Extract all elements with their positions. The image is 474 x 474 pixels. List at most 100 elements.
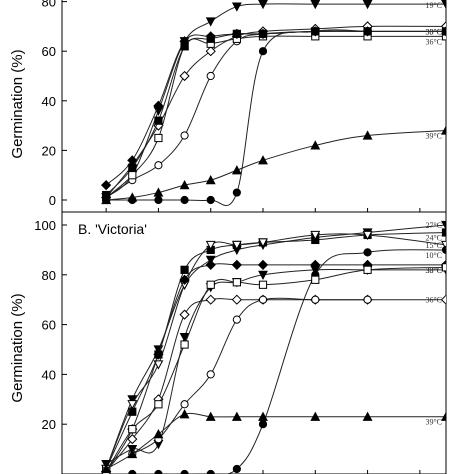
data-point (127, 400, 138, 410)
y-axis-label: Germination (%) (9, 49, 26, 158)
data-point (154, 161, 163, 170)
series-label: 36°C (425, 296, 442, 305)
data-point (153, 100, 164, 111)
data-point (441, 0, 446, 10)
data-point (310, 259, 321, 270)
data-point (153, 187, 164, 197)
data-point (311, 295, 320, 304)
series-curve (105, 412, 446, 470)
series-curve (105, 35, 446, 198)
data-point (206, 370, 215, 379)
data-point (205, 46, 216, 57)
data-point (180, 42, 189, 51)
data-point (310, 0, 321, 10)
data-point (258, 238, 268, 248)
y-tick-label: 20 (42, 417, 56, 432)
series-curve (105, 233, 446, 470)
data-point (127, 448, 138, 459)
data-point (179, 70, 190, 82)
data-point (258, 155, 268, 165)
data-point (362, 230, 373, 241)
panel-b-title: B. 'Victoria' (78, 221, 147, 237)
data-point (128, 469, 137, 474)
data-point (258, 280, 268, 289)
data-point (206, 469, 215, 474)
series-curve (105, 30, 446, 196)
data-point (179, 409, 190, 419)
y-tick-label: 80 (42, 268, 56, 283)
panel-a: 0 20 40 60 80 Germination (%) 19°C 33°C30°C36°C… (9, 0, 447, 213)
y-tick-label: 80 (42, 0, 56, 10)
data-point (363, 248, 372, 257)
data-point (363, 27, 372, 36)
y-tick-label: 40 (42, 94, 56, 109)
data-point (205, 174, 216, 185)
data-point (179, 309, 190, 320)
series-label: 30°C (425, 27, 442, 36)
data-point (101, 180, 112, 191)
series-label: 39°C (425, 132, 442, 141)
data-point (180, 400, 189, 409)
data-point (154, 195, 163, 205)
y-tick-label: 20 (42, 143, 56, 158)
series-label: 24°C (425, 233, 442, 242)
data-point (180, 265, 189, 274)
data-point (441, 263, 446, 272)
data-point (154, 133, 163, 143)
data-point (206, 195, 215, 205)
data-point (205, 240, 216, 251)
data-point (206, 34, 215, 43)
series-label: 33°C (425, 266, 442, 275)
series-curve (106, 29, 368, 206)
data-point (441, 245, 446, 254)
data-point (441, 27, 446, 36)
y-tick-label: 60 (42, 44, 56, 59)
data-point (153, 360, 164, 370)
series-curve (105, 263, 446, 472)
data-point (258, 420, 268, 429)
data-point (362, 130, 373, 140)
data-point (258, 0, 268, 10)
data-point (127, 192, 138, 202)
data-point (232, 315, 241, 324)
data-point (441, 411, 446, 421)
data-point (154, 400, 163, 409)
series-curve (105, 266, 446, 472)
data-point (206, 71, 215, 81)
data-point (231, 240, 242, 251)
y-tick-label: 40 (42, 367, 56, 382)
data-point (127, 434, 138, 445)
data-point (180, 131, 189, 140)
data-point (258, 47, 268, 56)
data-point (232, 29, 241, 38)
data-point (257, 259, 269, 270)
series-label: 15°C (425, 241, 442, 250)
plot-area (101, 0, 446, 206)
data-point (310, 411, 321, 421)
series-label: 33°C (425, 27, 442, 36)
data-point (180, 340, 189, 349)
data-point (232, 188, 241, 197)
data-point (205, 411, 216, 421)
data-point (231, 294, 242, 305)
data-point (231, 259, 242, 270)
data-point (441, 220, 446, 231)
data-point (154, 116, 163, 125)
series-curve (105, 268, 446, 465)
data-point (206, 280, 215, 289)
panel-b: 20 40 60 80 100 Germination (%) 27°C 24°C15°C10… (9, 211, 447, 474)
data-point (362, 0, 373, 10)
data-point (311, 27, 320, 36)
data-point (179, 274, 190, 285)
data-point (363, 295, 372, 304)
data-point (258, 29, 268, 38)
data-point (128, 425, 137, 434)
data-point (441, 228, 446, 237)
data-point (101, 194, 112, 205)
y-tick-label: 60 (42, 318, 56, 333)
series-label: 10°C (425, 251, 442, 260)
data-point (362, 411, 373, 421)
y-axis-label: Germination (%) (9, 293, 26, 402)
data-point (153, 349, 164, 360)
